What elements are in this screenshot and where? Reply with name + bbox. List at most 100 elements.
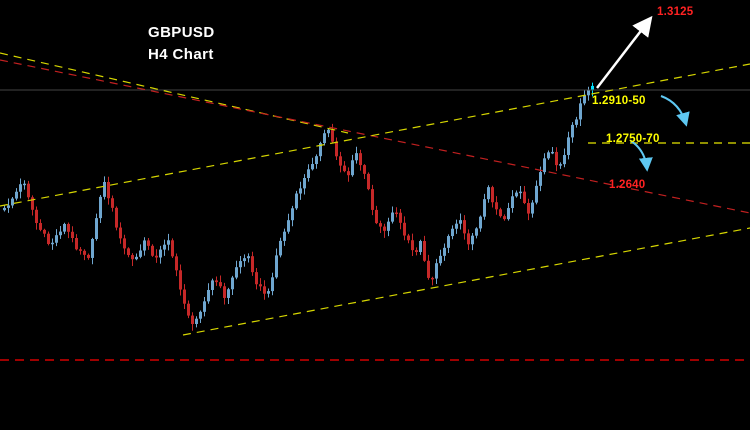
candle-body	[147, 240, 150, 246]
candle-body	[403, 222, 406, 236]
candle-body	[111, 198, 114, 208]
candle-body	[35, 209, 38, 223]
candle-body	[271, 277, 274, 292]
candle-body	[123, 238, 126, 249]
candle-body	[243, 258, 246, 262]
price-label-resistance-zone: 1.2910-50	[592, 95, 646, 107]
candle-body	[547, 152, 550, 159]
candle-body	[71, 231, 74, 239]
candle-body	[559, 164, 562, 166]
candle-body	[167, 240, 170, 245]
candle-body	[223, 286, 226, 298]
candle-body	[119, 227, 122, 239]
candle-body	[43, 229, 46, 234]
pullback-arrow-1	[660, 95, 690, 127]
candle-body	[191, 315, 194, 324]
candle-body	[499, 209, 502, 217]
candle-body	[543, 158, 546, 173]
timeframe-label: H4 Chart	[148, 46, 214, 63]
candle-body	[83, 250, 86, 255]
candle-body	[447, 236, 450, 248]
candle-body	[483, 199, 486, 217]
candle-body	[515, 192, 518, 197]
candles-layer	[3, 82, 594, 331]
candle-body	[175, 256, 178, 271]
candle-body	[211, 280, 214, 290]
candle-body	[347, 171, 350, 176]
candle-body	[335, 141, 338, 157]
candle-body	[531, 202, 534, 214]
candle-body	[539, 172, 542, 186]
candle-body	[491, 187, 494, 203]
candle-body	[19, 184, 22, 192]
candle-body	[155, 255, 158, 258]
candle-body	[199, 311, 202, 319]
candle-body	[51, 242, 54, 245]
candle-body	[487, 187, 490, 200]
trendlines-layer	[0, 52, 750, 361]
price-label-support-zone: 1.2750-70	[606, 133, 660, 145]
candle-body	[107, 181, 110, 199]
candle-body	[563, 155, 566, 165]
chart-title: GBPUSD H4 Chart	[148, 22, 215, 66]
price-label-target: 1.3125	[657, 6, 694, 18]
candle-body	[399, 212, 402, 223]
candle-body	[315, 156, 318, 165]
candle-body	[27, 183, 30, 198]
candle-body	[15, 191, 18, 199]
candle-body	[475, 228, 478, 236]
candle-body	[567, 137, 570, 156]
candle-body	[247, 256, 250, 259]
candle-body	[535, 185, 538, 203]
candle-body	[251, 256, 254, 273]
candle-body	[319, 143, 322, 157]
candle-body	[443, 247, 446, 256]
candle-body	[507, 208, 510, 220]
descending-trendline-red	[0, 59, 750, 214]
arrows-layer	[596, 15, 690, 172]
candle-body	[415, 250, 418, 253]
candle-body	[143, 240, 146, 251]
candle-body	[379, 223, 382, 227]
candle-body	[267, 291, 270, 294]
candle-body	[227, 289, 230, 298]
candle-body	[383, 226, 386, 231]
candle-body	[135, 256, 138, 260]
candle-body	[359, 153, 362, 166]
candle-body	[435, 263, 438, 279]
candle-body	[311, 164, 314, 170]
candle-body	[47, 233, 50, 244]
candle-body	[23, 183, 26, 186]
candle-body	[79, 249, 82, 251]
candle-body	[287, 220, 290, 232]
breakout-arrow	[596, 15, 653, 89]
candle-body	[495, 202, 498, 210]
candle-body	[519, 191, 522, 194]
candle-body	[31, 197, 34, 210]
price-label-lower-support: 1.2640	[609, 179, 646, 191]
candle-body	[363, 165, 366, 174]
candle-body	[7, 205, 10, 208]
candle-body	[575, 119, 578, 125]
pullback-arrow-2	[630, 140, 653, 172]
candle-body	[263, 286, 266, 294]
candle-body	[479, 216, 482, 229]
candle-body	[583, 95, 586, 104]
candle-body	[411, 240, 414, 251]
candle-body	[95, 218, 98, 240]
candle-body	[591, 85, 594, 90]
candle-body	[355, 153, 358, 161]
candle-body	[283, 231, 286, 241]
candle-body	[215, 280, 218, 283]
candle-body	[387, 221, 390, 231]
candle-body	[179, 270, 182, 290]
candle-body	[87, 254, 90, 258]
candle-body	[59, 231, 62, 236]
candle-body	[423, 241, 426, 261]
candle-body	[239, 261, 242, 268]
candle-body	[195, 318, 198, 324]
candle-body	[407, 235, 410, 241]
candle-body	[307, 169, 310, 178]
candle-body	[75, 238, 78, 250]
